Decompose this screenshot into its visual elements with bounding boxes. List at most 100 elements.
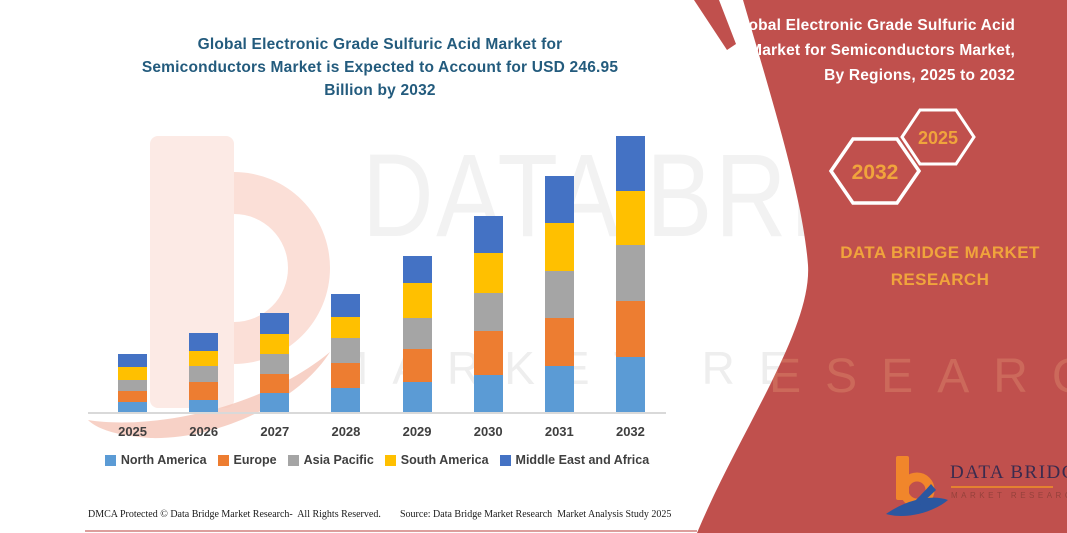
hexagon-2032-label: 2032 xyxy=(852,161,899,184)
dmca-notice: DMCA Protected © Data Bridge Market Rese… xyxy=(88,509,381,520)
chart-legend: North America Europe Asia Pacific South Ame… xyxy=(88,453,666,467)
bar-segment-2028 xyxy=(331,294,361,317)
legend-swatch xyxy=(499,454,511,466)
bar-segment-2027 xyxy=(260,353,290,374)
bar-segment-2028 xyxy=(331,337,361,364)
panel-watermark-text: MARKET RESEARCH xyxy=(680,350,1067,403)
bar-segment-2032 xyxy=(615,245,645,301)
legend-item: Asia Pacific xyxy=(287,453,374,467)
hexagon-2025: 2025 xyxy=(900,108,976,166)
logo-underline xyxy=(951,486,1053,488)
bar-segment-2031 xyxy=(544,318,574,366)
source-note: Source: Data Bridge Market Research Mark… xyxy=(400,509,672,520)
panel-brand-text: DATA BRIDGE MARKET RESEARCH xyxy=(840,243,1040,289)
databridge-logo: DATA BRIDGE MARKET RESEARCH xyxy=(886,450,1067,525)
chart-title: Global Electronic Grade Sulfuric Acid Ma… xyxy=(141,36,619,99)
x-axis-line xyxy=(88,412,666,414)
bar-segment-2028 xyxy=(331,363,361,389)
x-axis-labels: 2025 2026 2027 2028 2029 2030 2031 2032 xyxy=(97,424,666,439)
legend-item: South America xyxy=(384,453,489,467)
legend-label: Europe xyxy=(233,453,277,467)
x-axis-label: 2025 xyxy=(118,424,148,439)
bar-segment-2029 xyxy=(402,318,432,350)
bar-2029 xyxy=(402,256,432,413)
x-axis-label: 2030 xyxy=(473,424,503,439)
bar-segment-2026 xyxy=(189,382,219,400)
bar-segment-2028 xyxy=(331,388,361,413)
x-axis-label: 2032 xyxy=(615,424,645,439)
bottom-accent-line xyxy=(85,530,697,532)
hexagon-2025-outline xyxy=(900,108,976,166)
bar-segment-2029 xyxy=(402,283,432,319)
bar-segment-2027 xyxy=(260,312,290,334)
legend-item: North America xyxy=(104,453,207,467)
panel-title: Global Electronic Grade Sulfuric Acid Ma… xyxy=(731,17,1015,84)
bar-slot xyxy=(453,136,524,413)
logo-wordmark: DATA BRIDGE xyxy=(950,462,1067,483)
bar-segment-2030 xyxy=(473,375,503,413)
hexagon-2032-outline xyxy=(828,137,922,205)
bar-segment-2028 xyxy=(331,316,361,338)
panel-edge-sliver xyxy=(694,0,736,50)
bar-segment-2026 xyxy=(189,351,219,366)
bar-segment-2030 xyxy=(473,253,503,294)
x-axis-label: 2031 xyxy=(544,424,574,439)
bar-slot xyxy=(239,136,310,413)
legend-swatch xyxy=(217,454,229,466)
bar-segment-2031 xyxy=(544,365,574,413)
logo-subtext: MARKET RESEARCH xyxy=(951,491,1067,500)
bar-segment-2030 xyxy=(473,330,503,376)
x-axis-label: 2028 xyxy=(331,424,361,439)
bar-segment-2029 xyxy=(402,349,432,383)
bar-slot xyxy=(595,136,666,413)
bar-2032 xyxy=(615,136,645,413)
x-axis-label: 2027 xyxy=(260,424,290,439)
bar-segment-2027 xyxy=(260,373,290,394)
bar-segment-2025 xyxy=(118,354,148,368)
bar-segment-2031 xyxy=(544,223,574,271)
legend-label: Asia Pacific xyxy=(303,453,374,467)
legend-item: Middle East and Africa xyxy=(499,453,650,467)
side-panel: MARKET RESEARCH 2032 2025 xyxy=(680,0,1067,533)
bar-segment-2026 xyxy=(189,399,219,413)
bar-segment-2026 xyxy=(189,333,219,352)
bar-segment-2032 xyxy=(615,356,645,413)
bar-slot xyxy=(97,136,168,413)
hexagon-2025-label: 2025 xyxy=(918,128,958,148)
legend-label: North America xyxy=(120,453,207,467)
x-axis-label: 2026 xyxy=(189,424,219,439)
bar-slot xyxy=(382,136,453,413)
databridge-logo-mark xyxy=(886,456,948,517)
legend-swatch xyxy=(384,454,396,466)
stacked-bar-chart xyxy=(97,136,666,413)
bar-segment-2030 xyxy=(473,293,503,331)
legend-swatch xyxy=(104,454,116,466)
bar-slot xyxy=(168,136,239,413)
bar-segment-2030 xyxy=(473,216,503,254)
bar-segment-2029 xyxy=(402,256,432,284)
bar-segment-2031 xyxy=(544,176,574,224)
legend-item: Europe xyxy=(217,453,277,467)
bar-segment-2029 xyxy=(402,382,432,413)
bar-segment-2031 xyxy=(544,270,574,319)
hexagon-2032: 2032 xyxy=(828,137,922,205)
bar-segment-2032 xyxy=(615,191,645,246)
bar-2027 xyxy=(260,312,290,413)
legend-label: Middle East and Africa xyxy=(515,453,650,467)
bar-2025 xyxy=(118,354,148,413)
bar-segment-2025 xyxy=(118,380,148,391)
bar-segment-2025 xyxy=(118,401,148,413)
bar-2028 xyxy=(331,294,361,413)
bar-segment-2032 xyxy=(615,300,645,357)
bar-2030 xyxy=(473,216,503,413)
bar-segment-2032 xyxy=(615,136,645,192)
legend-label: South America xyxy=(400,453,489,467)
bar-2026 xyxy=(189,333,219,413)
bar-slot xyxy=(310,136,381,413)
bar-2031 xyxy=(544,176,574,413)
x-axis-label: 2029 xyxy=(402,424,432,439)
legend-swatch xyxy=(287,454,299,466)
bar-segment-2027 xyxy=(260,393,290,413)
panel-background xyxy=(697,0,1067,533)
